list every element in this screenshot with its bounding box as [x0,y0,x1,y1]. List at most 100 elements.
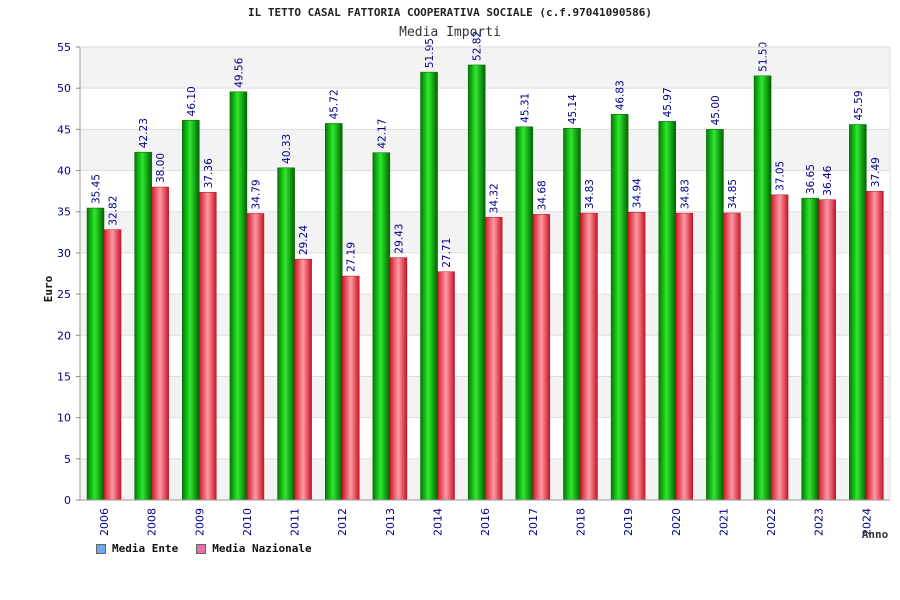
legend-label-media-nazionale: Media Nazionale [212,542,312,555]
bar-media-nazionale [484,217,503,501]
bar-media-ente [658,121,677,501]
y-tick-label: 10 [57,412,71,425]
data-label: 52.82 [472,31,484,61]
x-axis-label: Anno [862,528,889,541]
x-tick-labels: 2006 2008 2009 2010 2011 2012 2013 2014 2016 2017… [98,508,873,536]
bar-media-nazionale [151,186,169,501]
y-tick-label: 50 [57,82,71,95]
y-tick-label: 5 [64,453,71,466]
data-label: 27.19 [346,242,358,272]
legend-item-media-ente: Media Ente [96,542,178,555]
bar-media-nazionale [294,258,312,501]
data-label: 46.83 [615,80,627,110]
bar-media-nazionale [389,257,408,501]
y-tick-label: 55 [57,41,71,54]
y-tick-label: 0 [64,494,71,507]
bar-media-ente [134,151,152,501]
data-label: 37.05 [775,161,787,191]
legend-item-media-nazionale: Media Nazionale [196,542,312,555]
data-label: 37.36 [203,158,215,188]
bar-media-nazionale [580,212,598,501]
x-tick-label: 2024 [860,508,873,536]
bar-media-ente [563,127,581,501]
bar-media-nazionale [199,192,217,501]
data-label: 45.72 [329,89,341,119]
data-label: 36.65 [805,164,817,194]
data-label: 51.95 [424,38,436,68]
bar-media-ente [372,152,391,501]
data-label: 49.56 [233,57,245,87]
y-tick-label: 15 [57,370,71,383]
bar-media-ente [182,120,200,501]
bar-media-ente [277,167,295,501]
axes [79,46,891,501]
x-tick-label: 2013 [384,508,397,536]
data-label: 34.68 [536,180,548,210]
bar-media-nazionale [627,211,646,501]
data-label: 36.46 [822,165,834,195]
bar-media-ente [515,126,534,501]
x-tick-label: 2010 [241,508,254,536]
legend-swatch-media-nazionale [196,543,207,554]
y-tick-labels: 0 5 10 15 20 25 30 35 40 45 50 55 [57,41,71,507]
data-label: 40.33 [281,134,293,164]
x-tick-label: 2016 [479,508,492,536]
bar-media-ente [324,123,343,501]
data-label: 34.32 [489,183,501,213]
data-label: 35.45 [91,174,103,204]
bar-media-ente [801,197,819,501]
data-label: 45.14 [567,94,579,124]
data-label: 29.24 [298,225,310,255]
data-label: 27.71 [441,238,453,268]
y-tick-label: 25 [57,288,71,301]
y-axis-label: Euro [42,275,55,302]
bar-media-nazionale [866,190,884,501]
data-label: 45.59 [853,90,865,120]
data-label: 42.23 [138,118,150,148]
x-tick-label: 2022 [765,508,778,536]
data-label: 29.43 [393,224,405,254]
bar-media-nazionale [675,212,694,501]
data-label: 46.10 [186,86,198,116]
data-label: 45.31 [519,93,531,123]
data-label: 32.82 [108,196,120,226]
x-tick-label: 2018 [574,508,587,536]
chart-subtitle: Media Importi [399,25,501,40]
data-label: 45.97 [662,87,674,117]
legend-label-media-ente: Media Ente [112,542,179,555]
bar-media-ente [753,75,772,501]
x-tick-label: 2021 [717,508,730,536]
bar-media-ente [610,114,629,501]
data-label: 34.79 [250,179,262,209]
bar-media-nazionale [723,212,741,501]
data-label: 34.83 [584,179,596,209]
x-tick-label: 2017 [527,508,540,536]
bar-media-nazionale [103,229,122,501]
bar-media-nazionale [770,194,789,501]
y-tick-label: 35 [57,206,71,219]
x-tick-label: 2006 [98,508,111,536]
x-tick-label: 2020 [670,508,683,536]
bar-media-nazionale [246,213,265,501]
data-label: 34.85 [727,179,739,209]
x-tick-label: 2023 [813,508,826,536]
data-label: 34.94 [632,178,644,208]
data-label: 37.49 [870,157,882,187]
bar-media-nazionale [437,271,455,501]
bar-media-nazionale [818,199,836,501]
data-label: 34.83 [679,179,691,209]
bar-series [86,64,884,501]
y-tick-label: 45 [57,123,71,136]
bar-media-ente [86,207,105,501]
bar-media-nazionale [341,275,360,501]
legend-swatch-media-ente [96,543,106,554]
y-tick-label: 40 [57,165,71,178]
y-tick-label: 20 [57,329,71,342]
data-label: 38.00 [155,153,167,183]
bar-media-nazionale [532,214,551,501]
bar-media-ente [849,124,867,501]
data-label: 45.00 [710,95,722,125]
bar-media-ente [229,91,248,501]
x-tick-label: 2019 [622,508,635,536]
